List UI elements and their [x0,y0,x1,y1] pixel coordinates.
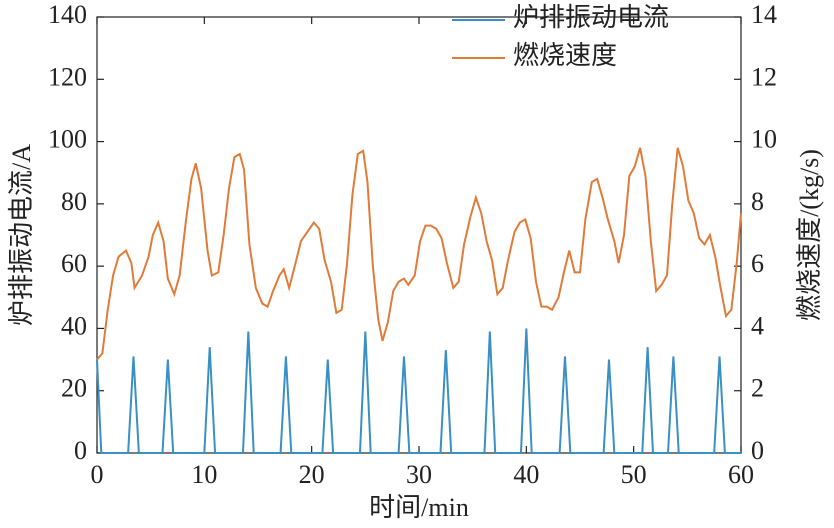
y2-tick-label: 12 [751,62,777,91]
y2-tick-label: 6 [751,249,764,278]
plot-frame [96,16,742,454]
y-tick-label: 60 [61,249,87,278]
x-tick-label: 60 [728,460,754,489]
y2-tick-label: 8 [751,187,764,216]
y2-axis-label: 燃烧速度/(kg/s) [795,149,824,321]
legend-label: 炉排振动电流 [513,3,669,32]
x-tick-label: 50 [621,460,647,489]
y-tick-label: 100 [48,125,87,154]
y2-tick-label: 10 [751,125,777,154]
y-tick-label: 40 [61,311,87,340]
y-tick-label: 20 [61,374,87,403]
y-axis-label: 炉排振动电流/A [7,144,36,326]
x-tick-label: 20 [299,460,325,489]
y-tick-label: 140 [48,0,87,29]
y2-tick-label: 0 [751,436,764,465]
x-tick-label: 0 [91,460,104,489]
data-line [96,147,742,361]
x-tick-label: 10 [191,460,217,489]
y-tick-label: 80 [61,187,87,216]
legend-label: 燃烧速度 [513,41,617,70]
data-line [96,328,741,454]
y2-tick-label: 4 [751,311,764,340]
y-tick-label: 0 [74,436,87,465]
x-tick-label: 40 [513,460,539,489]
y2-tick-label: 14 [751,0,777,29]
y-tick-label: 120 [48,62,87,91]
y2-tick-label: 2 [751,374,764,403]
x-axis-label: 时间/min [369,493,469,522]
x-tick-label: 30 [406,460,432,489]
